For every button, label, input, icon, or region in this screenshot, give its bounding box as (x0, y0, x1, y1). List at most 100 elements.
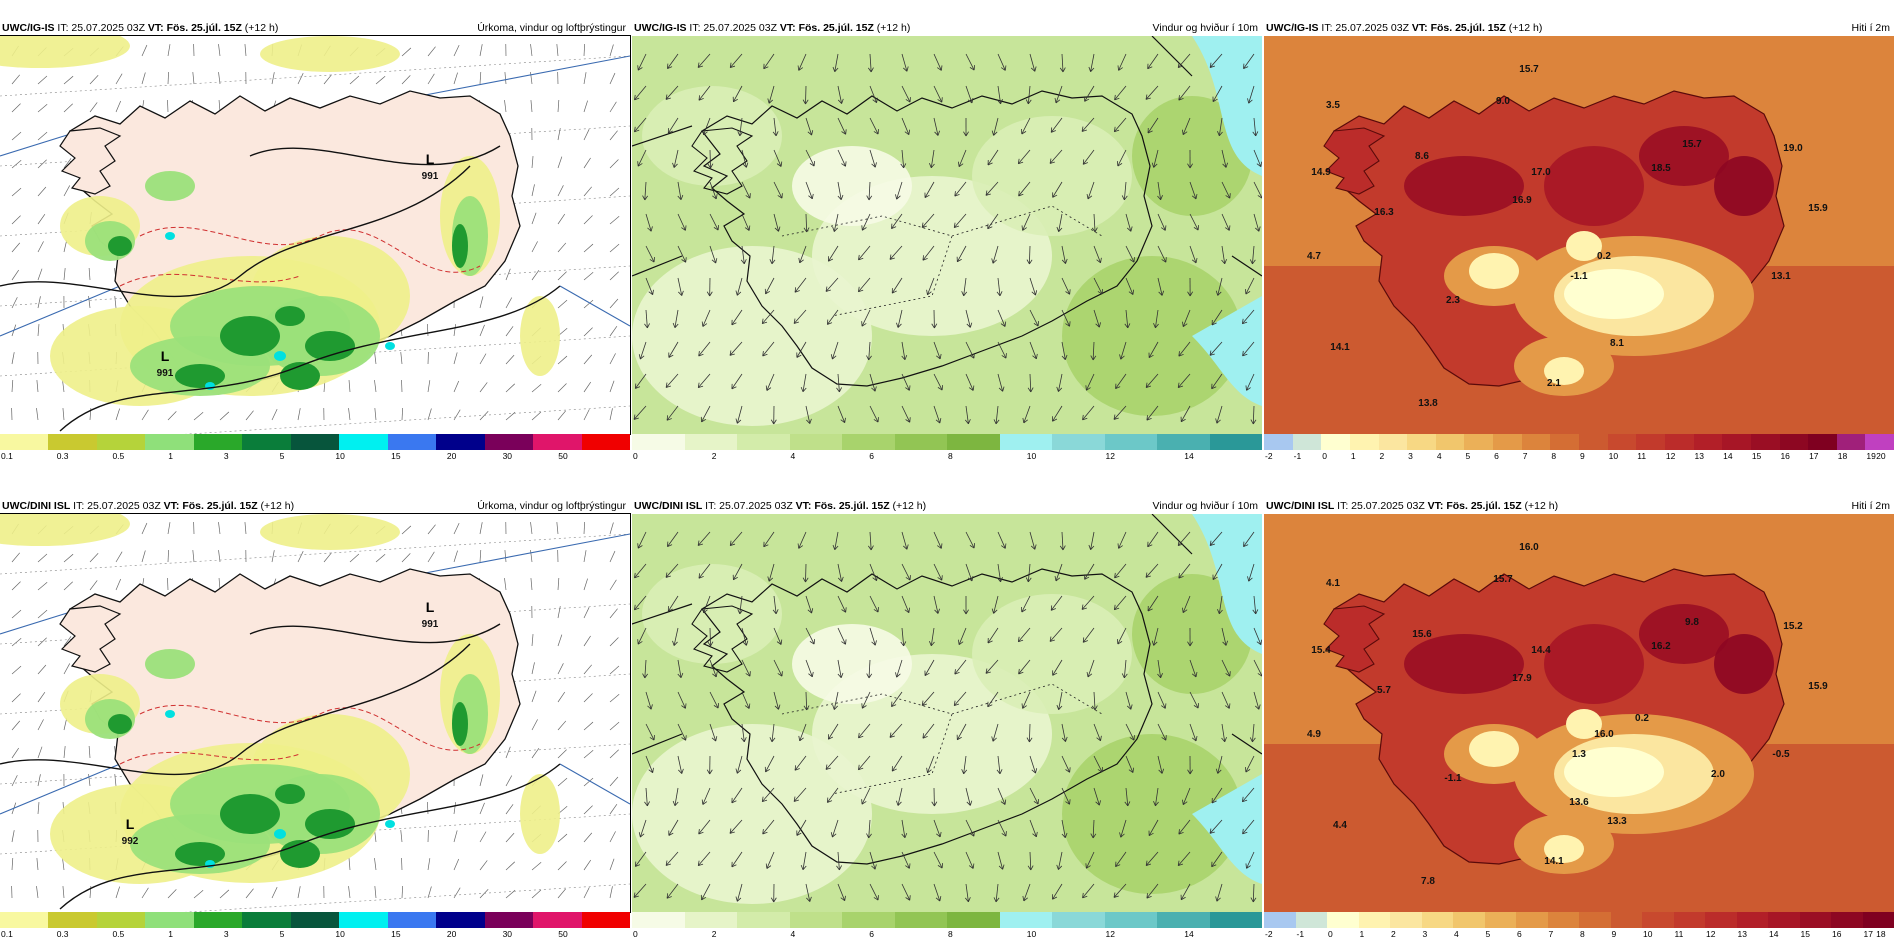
colorbar-segment (96, 434, 146, 450)
map-area (632, 514, 1262, 912)
colorbar-tick-label: 6 (1517, 929, 1522, 939)
colorbar-segment (947, 912, 1000, 928)
colorbar-tick-label: 14 (1723, 451, 1733, 461)
temp-value-label: 15.9 (1808, 681, 1828, 692)
colorbar-segment (339, 912, 388, 928)
colorbar-tick-label: 10 (1026, 929, 1037, 939)
colorbar-segment (999, 912, 1052, 928)
temp-value-label: 3.5 (1326, 100, 1340, 111)
colorbar-segment (484, 434, 534, 450)
colorbar (1264, 434, 1895, 450)
colorbar-tick-label: 10 (335, 929, 345, 939)
low-pressure-letter: L (126, 816, 135, 832)
panel-header: UWC/DINI ISL IT: 25.07.2025 03Z VT: Fös.… (632, 498, 1262, 514)
colorbar-tick-label: 12 (1105, 929, 1115, 939)
colorbar-segment (1464, 434, 1494, 450)
valid-time: Fös. 25.júl. 15Z (814, 500, 890, 512)
colorbar-tick-label: 50 (558, 451, 568, 461)
colorbar-tick-label: 6 (869, 929, 874, 939)
colorbar-tick-label: 4 (1454, 929, 1459, 939)
colorbar-segment (1722, 434, 1751, 450)
colorbar-segment (1052, 912, 1105, 928)
temp-value-label: 4.7 (1307, 251, 1321, 262)
colorbar-tick-label: -1 (1293, 451, 1302, 461)
low-pressure-value: 991 (422, 619, 439, 630)
colorbar-segment (48, 912, 97, 928)
field-name: Hiti í 2m (1851, 500, 1890, 512)
colorbar-tick-label: 17 (1809, 451, 1819, 461)
colorbar-tick-label: 0.3 (56, 451, 69, 461)
lead-time: (+12 h) (1524, 500, 1559, 512)
colorbar-tick-label: 10 (335, 451, 345, 461)
colorbar-tick-label: 10 (1608, 451, 1619, 461)
map-svg: 4.1 16.0 15.7 15.4 15.6 14.4 16.2 9.8 15.2 17.9 5.… (1264, 514, 1894, 912)
colorbar-tick-label: 16 (1832, 929, 1842, 939)
colorbar-tick-label: 18 (1837, 451, 1848, 461)
colorbar-tick-label: 17 (1863, 929, 1873, 939)
temp-value-label: 18.5 (1651, 163, 1671, 174)
colorbar-tick-label: 8 (1551, 451, 1557, 461)
colorbar-segment (1484, 912, 1516, 928)
colorbar (632, 434, 1262, 450)
colorbar-segment (436, 912, 485, 928)
temp-value-label: 16.0 (1519, 542, 1539, 553)
colorbar-tick-label: 0 (1322, 451, 1327, 461)
temp-value-label: 4.1 (1326, 578, 1340, 589)
colorbar-segment (1550, 434, 1580, 450)
panel-header: UWC/IG-IS IT: 25.07.2025 03Z VT: Fös. 25… (632, 20, 1262, 36)
lead-time: (+12 h) (244, 22, 279, 34)
map-area: L 991 L 991 (0, 35, 631, 435)
colorbar-tick-label: -2 (1265, 929, 1273, 939)
colorbar-tick-label: 2 (711, 451, 717, 461)
colorbar-segment (737, 912, 790, 928)
colorbar-segment (1579, 434, 1608, 450)
colorbar-segment (387, 912, 437, 928)
temp-value-label: 15.2 (1783, 621, 1803, 632)
field-name: Úrkoma, vindur og loftþrýstingur (477, 22, 626, 34)
colorbar-segment (1292, 434, 1322, 450)
map-area (632, 36, 1262, 434)
colorbar-segment (1378, 434, 1408, 450)
colorbar-tick-label: 12 (1665, 451, 1676, 461)
colorbar-tick-label: 15 (1751, 451, 1762, 461)
colorbar-tick-label: 12 (1706, 929, 1716, 939)
colorbar-segment (737, 434, 790, 450)
valid-time-label: VT: (1427, 500, 1444, 512)
low-pressure-letter: L (161, 348, 170, 364)
colorbar-ticks: 0 2 4 6 8 10 12 14 (632, 451, 1262, 463)
colorbar-tick-label: -1 (1296, 929, 1305, 939)
colorbar-segment (632, 912, 685, 928)
colorbar-segment (1390, 912, 1422, 928)
colorbar-segment (1435, 434, 1465, 450)
init-time: IT: 25.07.2025 03Z (1337, 500, 1425, 512)
temp-value-label: 15.7 (1493, 574, 1513, 585)
temp-value-label: -1.1 (1570, 271, 1588, 282)
colorbar-segment (789, 912, 842, 928)
colorbar-segment (581, 434, 631, 450)
valid-time-label: VT: (147, 22, 164, 34)
model-name: UWC/DINI ISL (1266, 500, 1335, 512)
field-name: Úrkoma, vindur og loftþrýstingur (477, 500, 626, 512)
valid-time-label: VT: (1411, 22, 1428, 34)
valid-time: Fös. 25.júl. 15Z (166, 22, 242, 34)
colorbar-segment (1358, 912, 1390, 928)
colorbar (0, 912, 631, 928)
temp-value-label: 2.3 (1446, 295, 1460, 306)
colorbar-segment (1607, 434, 1637, 450)
colorbar-segment (1768, 912, 1800, 928)
init-time: IT: 25.07.2025 03Z (57, 22, 145, 34)
colorbar-segment (947, 434, 1000, 450)
low-pressure-value: 991 (422, 171, 439, 182)
field-name: Vindur og hviður í 10m (1152, 22, 1258, 34)
colorbar-segment (1521, 434, 1551, 450)
map-svg: 3.5 15.7 9.0 14.9 8.6 17.0 18.5 15.7 19.0 16.9 16.… (1264, 36, 1894, 434)
low-pressure-letter: L (426, 599, 435, 615)
colorbar-segment (894, 434, 947, 450)
colorbar-segment (242, 912, 291, 928)
map-svg: L 991 L 991 (0, 36, 630, 434)
colorbar-segment (1157, 912, 1210, 928)
precip-panel-dini: UWC/DINI ISL IT: 25.07.2025 03Z VT: Fös.… (0, 478, 631, 948)
colorbar-segment (632, 434, 685, 450)
colorbar-tick-label: 0 (633, 929, 638, 939)
temp-value-label: 13.6 (1569, 797, 1589, 808)
